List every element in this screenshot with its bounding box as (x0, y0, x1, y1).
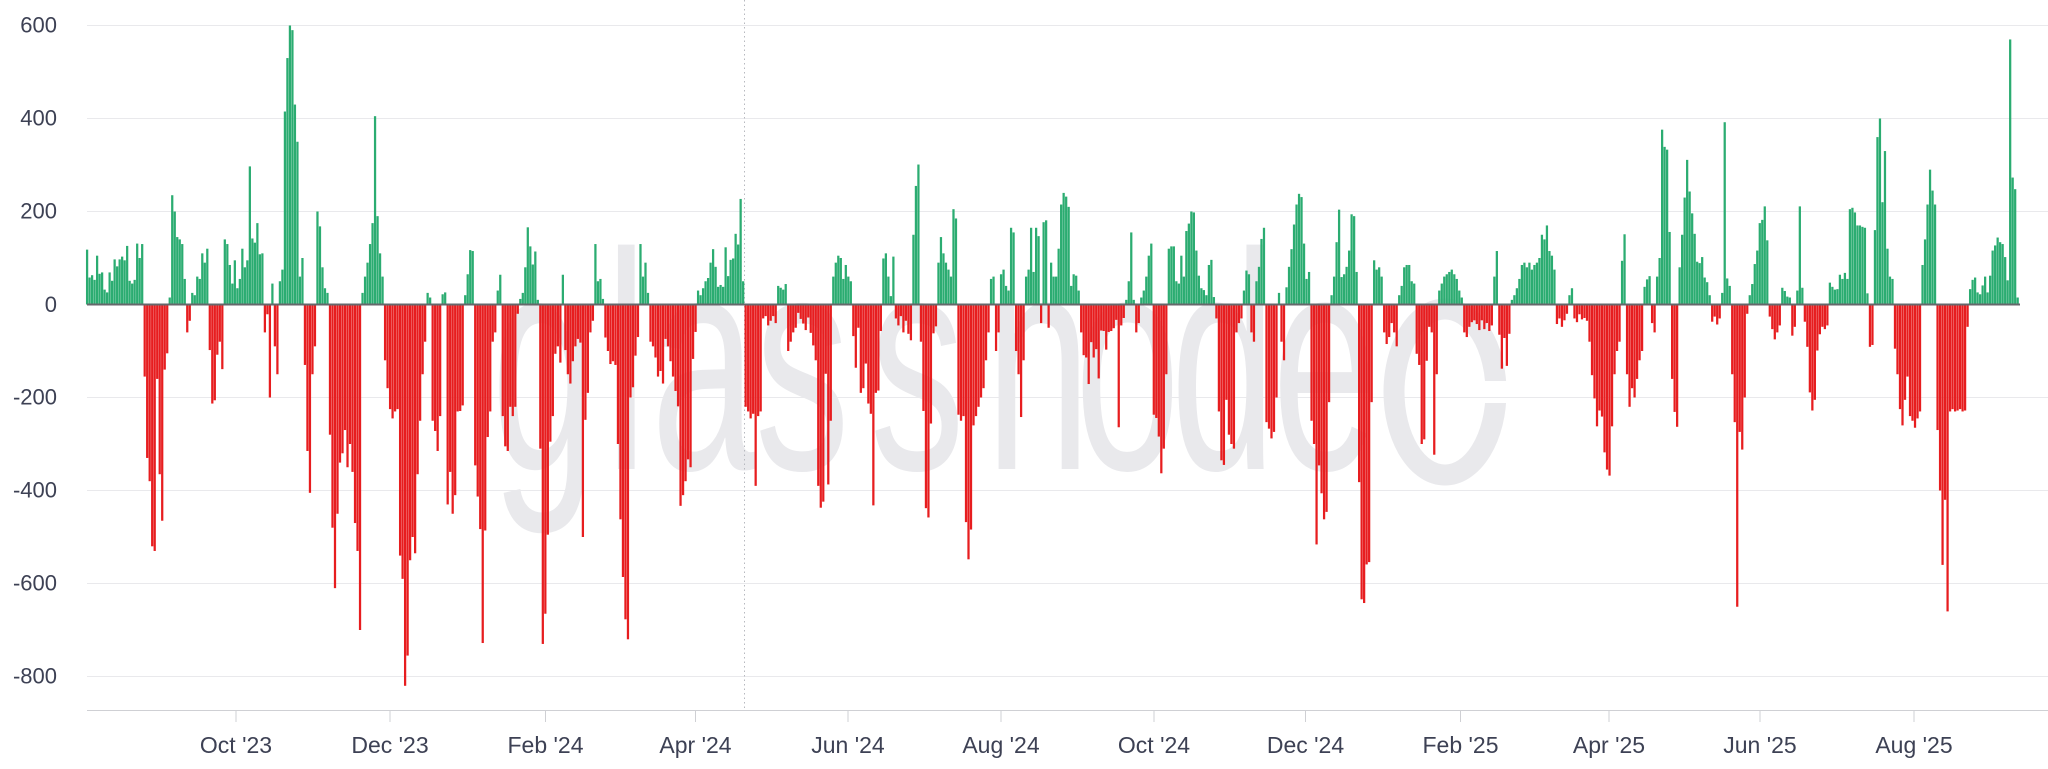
svg-text:Feb '25: Feb '25 (1423, 732, 1499, 758)
svg-text:400: 400 (20, 106, 57, 131)
svg-text:-600: -600 (13, 571, 57, 596)
svg-text:Apr '24: Apr '24 (659, 732, 731, 758)
svg-text:Jun '24: Jun '24 (811, 732, 885, 758)
svg-text:Oct '23: Oct '23 (200, 732, 272, 758)
svg-text:Feb '24: Feb '24 (508, 732, 584, 758)
svg-text:g: g (492, 190, 597, 536)
svg-text:-800: -800 (13, 664, 57, 689)
svg-text:0: 0 (45, 292, 57, 317)
svg-text:Oct '24: Oct '24 (1118, 732, 1190, 758)
svg-text:-400: -400 (13, 478, 57, 503)
svg-text:Dec '23: Dec '23 (351, 732, 428, 758)
svg-text:200: 200 (20, 199, 57, 224)
svg-text:Aug '24: Aug '24 (962, 732, 1039, 758)
svg-text:Aug '25: Aug '25 (1875, 732, 1952, 758)
svg-text:s: s (755, 190, 850, 535)
svg-text:-200: -200 (13, 385, 57, 410)
svg-text:Dec '24: Dec '24 (1267, 732, 1344, 758)
svg-text:600: 600 (20, 13, 57, 38)
svg-text:o: o (1075, 190, 1180, 535)
svg-text:Jun '25: Jun '25 (1723, 732, 1796, 758)
svg-text:Apr '25: Apr '25 (1573, 732, 1645, 758)
